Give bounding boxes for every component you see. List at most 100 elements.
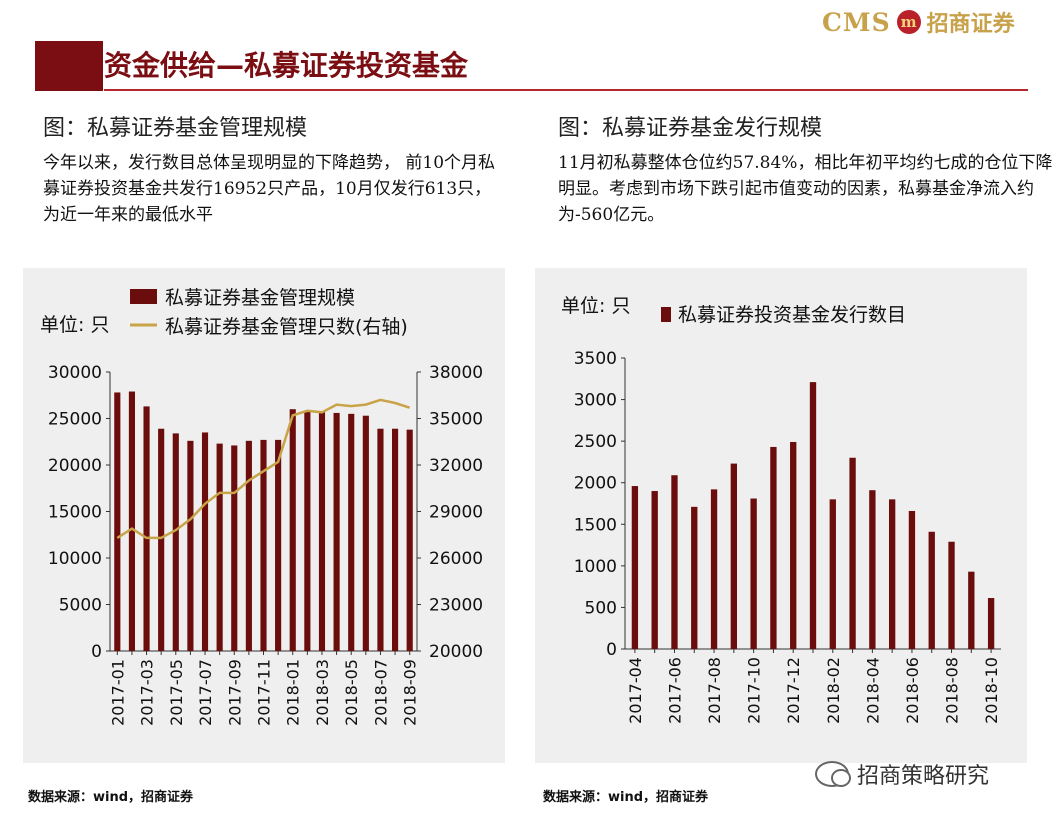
bar [245, 440, 252, 651]
bar [201, 432, 209, 651]
bar [750, 498, 757, 649]
bar [908, 510, 916, 649]
left-chart: 私募证券基金管理规模 私募证券基金管理只数(右轴) 单位: 只 0 5000 100… [40, 287, 483, 726]
y-tick-label: 30000 [48, 363, 102, 383]
bar [849, 457, 856, 649]
y-tick-label: 25000 [48, 410, 102, 430]
bar [710, 489, 718, 649]
bar [377, 428, 384, 651]
bar [406, 429, 413, 651]
x-tick-label: 2017-09 [225, 659, 244, 726]
y2-tick-label: 35000 [429, 410, 483, 430]
bar [348, 413, 355, 651]
y-tick-label: 2000 [574, 474, 617, 494]
bar [260, 439, 267, 651]
bar [631, 486, 639, 649]
y2-tick-label: 23000 [429, 596, 483, 616]
brand-latin: CMS [822, 7, 891, 37]
bar [829, 499, 836, 649]
wechat-watermark: 招商策略研究 [815, 758, 989, 790]
bar [948, 541, 955, 649]
y-tick-label: 500 [585, 598, 617, 618]
y-tick-label: 20000 [48, 456, 102, 476]
bar [730, 463, 738, 649]
left-description: 今年以来，发行数目总体呈现明显的下降趋势， 前10个月私募证券投资基金共发行16… [43, 153, 496, 225]
series-line [116, 398, 411, 540]
bar [158, 428, 165, 651]
left-figure-title: 图：私募证券基金管理规模 [43, 116, 308, 141]
bar [172, 433, 179, 651]
y2-tick-label: 20000 [429, 642, 483, 662]
bar [651, 491, 658, 649]
x-tick-label: 2018-01 [284, 659, 303, 726]
legend-line-label: 私募证券基金管理只数(右轴) [165, 316, 408, 338]
bar [187, 440, 194, 651]
y-tick-label: 15000 [48, 503, 102, 523]
title-divider [104, 89, 1028, 91]
wechat-icon [815, 761, 851, 787]
legend-bar-swatch [661, 307, 671, 322]
page-title: 资金供给—私募证券投资基金 [104, 49, 469, 82]
right-figure-title: 图：私募证券基金发行规模 [558, 116, 823, 141]
x-tick-label: 2017-03 [138, 659, 157, 726]
right-source-note: 数据来源：wind，招商证券 [543, 790, 709, 805]
bar [318, 411, 326, 651]
x-tick-label: 2017-07 [196, 659, 215, 726]
right-legend-label: 私募证券投资基金发行数目 [678, 304, 906, 326]
x-tick-label: 2017-11 [255, 659, 274, 726]
bar [888, 499, 896, 649]
bar [691, 506, 698, 649]
y-tick-label: 2500 [574, 432, 617, 452]
brand-name: 招商证券 [926, 12, 1015, 37]
bar [128, 391, 135, 651]
bar [289, 409, 296, 651]
bar [928, 531, 935, 649]
x-tick-label: 2018-04 [863, 657, 882, 724]
left-unit-label: 单位: 只 [40, 314, 109, 336]
x-tick-label: 2018-03 [313, 659, 332, 726]
left-source-note: 数据来源：wind，招商证券 [28, 790, 194, 805]
right-chart-panel: 单位: 只 私募证券投资基金发行数目 0 500 1000 1500 2000 2500 3… [535, 268, 1027, 763]
left-chart-panel: 私募证券基金管理规模 私募证券基金管理只数(右轴) 单位: 只 0 5000 100… [23, 268, 505, 763]
y-tick-label: 5000 [59, 596, 102, 616]
bar [790, 441, 797, 649]
bar [362, 415, 369, 651]
x-tick-label: 2017-01 [108, 659, 127, 726]
bar [216, 443, 223, 651]
bar [304, 411, 311, 651]
y2-tick-label: 32000 [429, 456, 483, 476]
y-tick-label: 0 [606, 640, 617, 660]
x-tick-label: 2017-04 [626, 657, 645, 724]
bar [392, 428, 399, 651]
x-tick-label: 2018-08 [943, 657, 962, 724]
x-tick-label: 2017-10 [745, 657, 764, 724]
bar [114, 392, 121, 651]
bar [809, 382, 817, 649]
bar [987, 598, 995, 649]
x-tick-label: 2017-08 [705, 657, 724, 724]
y-tick-label: 10000 [48, 549, 102, 569]
bar [968, 571, 975, 649]
y2-tick-label: 26000 [429, 549, 483, 569]
y-tick-label: 1000 [574, 557, 617, 577]
y-tick-label: 0 [91, 642, 102, 662]
bar [275, 439, 282, 651]
bar [143, 406, 150, 651]
y-tick-label: 1500 [574, 515, 617, 535]
bar [231, 445, 238, 651]
x-tick-label: 2017-06 [665, 657, 684, 724]
y2-tick-label: 38000 [429, 363, 483, 383]
x-tick-label: 2018-09 [401, 659, 420, 726]
y-tick-label: 3500 [574, 349, 617, 369]
bar [333, 412, 340, 651]
brand-seal-icon: m [896, 10, 921, 34]
y2-tick-label: 29000 [429, 503, 483, 523]
right-chart: 单位: 只 私募证券投资基金发行数目 0 500 1000 1500 2000 2500 3… [561, 295, 1001, 724]
x-tick-label: 2018-05 [342, 659, 361, 726]
right-unit-label: 单位: 只 [561, 295, 630, 317]
legend-bar-swatch [130, 289, 157, 304]
x-tick-label: 2017-12 [784, 657, 803, 724]
x-tick-label: 2018-07 [371, 659, 390, 726]
y-tick-label: 3000 [574, 391, 617, 411]
bar [770, 446, 777, 649]
